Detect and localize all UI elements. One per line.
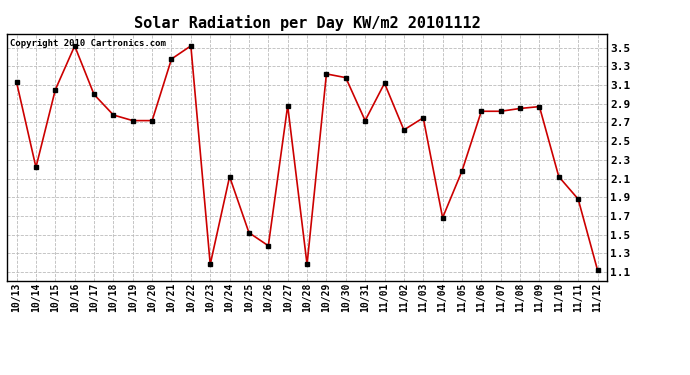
Text: Copyright 2010 Cartronics.com: Copyright 2010 Cartronics.com (10, 39, 166, 48)
Title: Solar Radiation per Day KW/m2 20101112: Solar Radiation per Day KW/m2 20101112 (134, 15, 480, 31)
